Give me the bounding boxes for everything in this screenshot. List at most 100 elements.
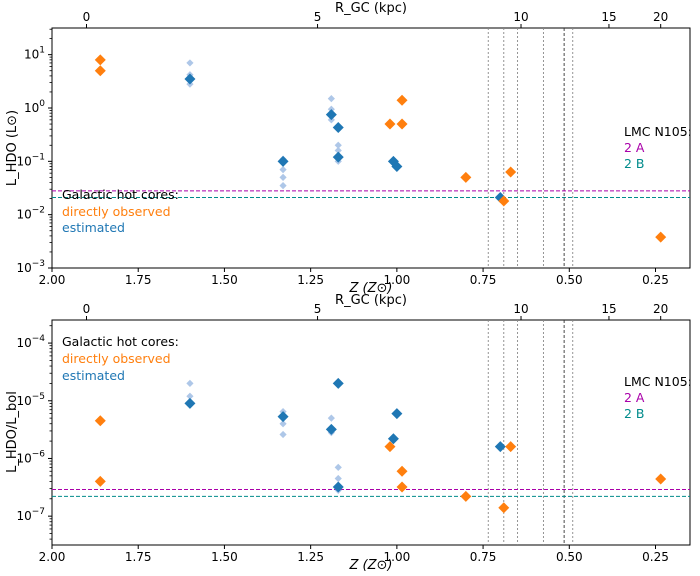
lmc-2b-label: 2 B [624,156,645,171]
legend-estimated: estimated [62,220,125,235]
observed-point [94,54,106,66]
rgc-tick-label: 0 [83,302,91,316]
x-tick-label: 1.50 [211,273,238,287]
y-tick-label: 10−2 [16,206,45,222]
estimated-point [277,155,289,167]
estimated-range-marker [279,430,287,439]
observed-point [505,166,517,178]
estimated-range-marker [334,141,342,149]
x-tick-label: 1.00 [384,550,411,564]
bottom-panel: 2.00 1.75 1.50 1.25 1.00 0.75 0.50 0.25 10−710−… [5,293,692,573]
lmc-2a-label: 2 A [624,140,645,155]
estimated-range-marker [186,392,194,400]
top-rgc-axis-label: R_GC (kpc) [335,1,407,16]
y-tick-label: 10−1 [16,152,45,168]
estimated-point [332,122,344,134]
x-tick-label: 0.50 [556,273,583,287]
observed-point [396,481,408,493]
observed-point [498,502,510,514]
bottom-rgc-ticks: 0 5 10 15 20 [83,302,668,320]
legend-observed: directly observed [62,204,171,219]
estimated-point [277,411,289,423]
estimated-range-marker [186,59,194,67]
top-y-ticks: 10−3 10−2 10−1 100 101 [16,28,52,275]
estimated-range-marker [327,95,335,103]
lmc-title: LMC N105: [624,374,692,389]
y-tick-label: 10−4 [16,334,45,350]
legend-observed: directly observed [62,351,171,366]
rgc-tick-label: 5 [314,302,322,316]
top-x-ticks: 2.00 1.75 1.50 1.25 1.00 0.75 0.50 0.25 [39,268,669,287]
x-tick-label: 2.00 [39,273,66,287]
top-legend: Galactic hot cores: directly observed es… [62,187,179,235]
estimated-point [387,433,399,445]
estimated-range-marker [334,146,342,155]
legend-estimated: estimated [62,368,125,383]
observed-point [384,118,396,130]
rgc-tick-label: 15 [601,302,616,316]
bottom-data-points [94,377,667,514]
bottom-x-axis-label: Z (Z⊙) [349,558,393,573]
x-tick-label: 1.25 [297,550,324,564]
estimated-range-marker [279,165,287,174]
top-panel: 2.00 1.75 1.50 1.25 1.00 0.75 0.50 0.25 10−310−… [5,1,692,296]
estimated-point [184,397,196,409]
top-y-axis-label: L_HDO (L⊙) [5,110,20,186]
lmc-2a-label: 2 A [624,390,645,405]
x-tick-label: 1.25 [297,273,324,287]
estimated-range-marker [334,463,342,471]
bottom-legend: Galactic hot cores: directly observed es… [62,334,179,383]
y-tick-label: 10−7 [16,507,45,523]
rgc-tick-label: 10 [513,10,528,24]
estimated-point [325,109,337,121]
bottom-estimated-ranges [186,379,342,494]
rgc-tick-label: 20 [653,10,668,24]
observed-point [94,415,106,427]
estimated-point [332,377,344,389]
x-tick-label: 1.00 [384,273,411,287]
observed-point [94,65,106,77]
y-tick-label: 10−6 [16,449,45,465]
observed-point [384,441,396,453]
top-x-axis-label: Z (Z⊙) [349,281,393,296]
observed-point [460,171,472,183]
estimated-range-marker [279,182,287,190]
legend-title: Galactic hot cores: [62,187,179,202]
bottom-reference-lines [52,320,690,545]
top-rgc-ticks: 0 5 10 15 20 [83,10,668,28]
legend-title: Galactic hot cores: [62,334,179,349]
rgc-tick-label: 5 [314,10,322,24]
estimated-point [332,151,344,163]
x-tick-label: 0.75 [470,550,497,564]
bottom-y-ticks: 10−7 10−6 10−5 10−4 [16,325,52,540]
y-tick-label: 10−5 [16,392,45,408]
observed-point [505,441,517,453]
top-data-points [94,54,667,243]
estimated-point [325,423,337,435]
estimated-point [391,161,403,173]
estimated-range-marker [279,420,287,428]
y-tick-label: 100 [24,99,45,115]
x-tick-label: 0.50 [556,550,583,564]
x-tick-label: 1.50 [211,550,238,564]
observed-point [655,231,667,243]
rgc-tick-label: 0 [83,10,91,24]
lmc-title: LMC N105: [624,124,692,139]
top-reference-lines [52,28,690,268]
observed-point [94,475,106,487]
estimated-point [184,73,196,85]
estimated-range-marker [334,474,342,483]
rgc-tick-label: 15 [601,10,616,24]
x-tick-label: 0.75 [470,273,497,287]
rgc-tick-label: 10 [513,302,528,316]
top-plot-frame [51,27,691,269]
estimated-point [391,408,403,420]
bottom-lmc-legend: LMC N105: 2 A 2 B [624,374,692,421]
x-tick-label: 1.75 [125,273,152,287]
observed-point [396,94,408,106]
observed-point [396,465,408,477]
x-tick-label: 2.00 [39,550,66,564]
estimated-range-marker [186,379,194,388]
estimated-point [494,441,506,453]
estimated-range-marker [327,414,335,422]
